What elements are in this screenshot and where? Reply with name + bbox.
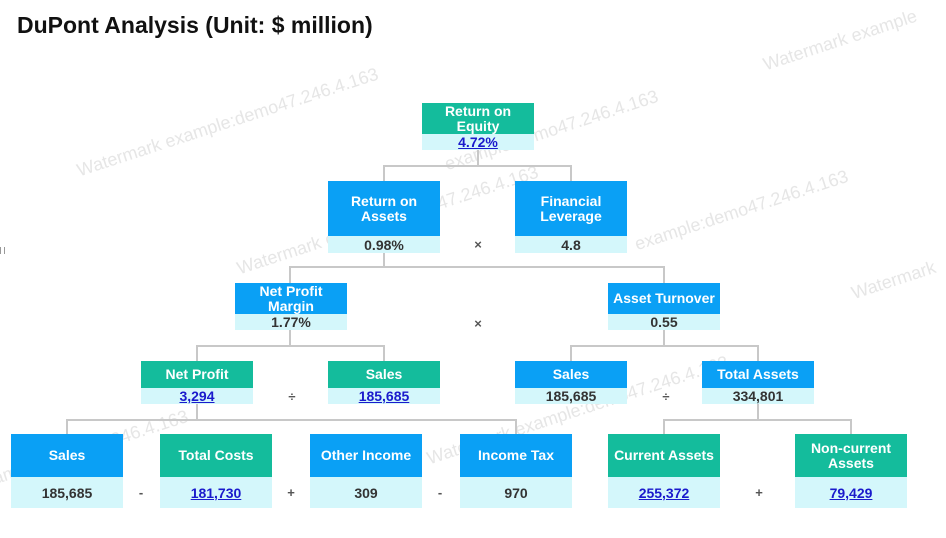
connector-roe <box>383 150 572 181</box>
page-title: DuPont Analysis (Unit: $ million) <box>17 12 373 38</box>
node-label: Total Costs <box>160 434 272 477</box>
node-sales: Sales 185,685 <box>515 361 627 404</box>
node-financial-leverage: Financial Leverage 4.8 <box>515 181 627 253</box>
node-label: Sales <box>11 434 123 477</box>
node-label: Non-current Assets <box>795 434 907 477</box>
node-value: 185,685 <box>515 388 627 404</box>
operator-add: + <box>755 485 763 500</box>
node-income-tax: Income Tax 970 <box>460 434 572 508</box>
connector-ta <box>663 404 852 434</box>
node-return-on-equity: Return on Equity 4.72% <box>422 103 534 150</box>
connector-roa <box>289 252 665 283</box>
node-value: 309 <box>310 477 422 508</box>
connector-npm <box>196 330 385 361</box>
node-total-assets: Total Assets 334,801 <box>702 361 814 404</box>
node-total-costs: Total Costs 181,730 <box>160 434 272 508</box>
node-return-on-assets: Return on Assets 0.98% <box>328 181 440 253</box>
node-label: Income Tax <box>460 434 572 477</box>
node-sales: Sales 185,685 <box>11 434 123 508</box>
node-non-current-assets: Non-current Assets 79,429 <box>795 434 907 508</box>
node-label: Financial Leverage <box>515 181 627 236</box>
node-label: Total Assets <box>702 361 814 388</box>
node-label: Sales <box>515 361 627 388</box>
node-label: Other Income <box>310 434 422 477</box>
node-sales: Sales 185,685 <box>328 361 440 404</box>
operator-subtract: - <box>437 485 443 500</box>
node-value: 1.77% <box>235 314 347 330</box>
node-value: 334,801 <box>702 388 814 404</box>
node-value: 970 <box>460 477 572 508</box>
operator-divide: ÷ <box>288 389 296 404</box>
connector-at <box>570 330 759 361</box>
node-value-link[interactable]: 3,294 <box>141 388 253 404</box>
node-current-assets: Current Assets 255,372 <box>608 434 720 508</box>
node-label: Net Profit <box>141 361 253 388</box>
operator-multiply: × <box>474 316 482 331</box>
scroll-edge-marker <box>0 247 5 254</box>
node-label: Return on Assets <box>328 181 440 236</box>
node-value-link[interactable]: 79,429 <box>795 477 907 508</box>
node-net-profit: Net Profit 3,294 <box>141 361 253 404</box>
node-net-profit-margin: Net Profit Margin 1.77% <box>235 283 347 330</box>
node-value: 0.98% <box>328 236 440 253</box>
operator-subtract: - <box>138 485 144 500</box>
node-label: Sales <box>328 361 440 388</box>
node-value: 0.55 <box>608 314 720 330</box>
operator-divide: ÷ <box>662 389 670 404</box>
node-value-link[interactable]: 185,685 <box>328 388 440 404</box>
connector-np <box>66 404 517 434</box>
node-value-link[interactable]: 255,372 <box>608 477 720 508</box>
node-value-link[interactable]: 4.72% <box>422 134 534 150</box>
node-value: 185,685 <box>11 477 123 508</box>
operator-multiply: × <box>474 237 482 252</box>
node-asset-turnover: Asset Turnover 0.55 <box>608 283 720 330</box>
operator-add: + <box>287 485 295 500</box>
node-value: 4.8 <box>515 236 627 253</box>
node-label: Current Assets <box>608 434 720 477</box>
node-other-income: Other Income 309 <box>310 434 422 508</box>
node-label: Asset Turnover <box>608 283 720 314</box>
node-label: Net Profit Margin <box>235 283 347 314</box>
node-label: Return on Equity <box>422 103 534 134</box>
node-value-link[interactable]: 181,730 <box>160 477 272 508</box>
